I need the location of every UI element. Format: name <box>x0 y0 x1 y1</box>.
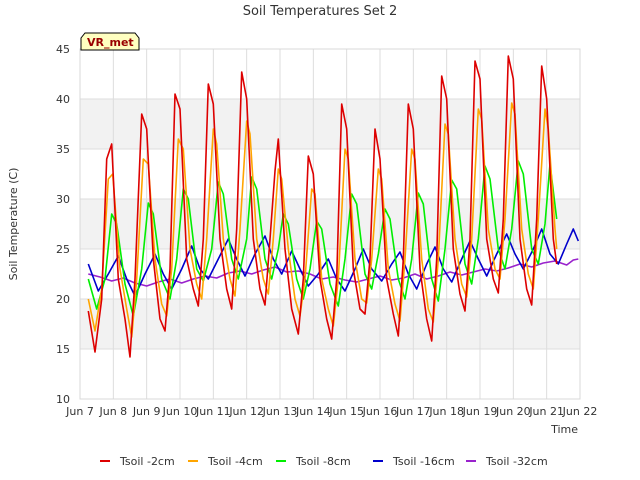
x-axis-label: Time <box>550 423 578 436</box>
x-tick-label: Jun 16 <box>362 405 398 418</box>
x-tick-label: Jun 20 <box>495 405 531 418</box>
x-tick-label: Jun 9 <box>132 405 161 418</box>
station-badge-label: VR_met <box>87 36 134 49</box>
y-axis-ticks: 10 15 20 25 30 35 40 45 <box>56 43 70 406</box>
y-tick-label: 30 <box>56 193 70 206</box>
y-tick-label: 10 <box>56 393 70 406</box>
y-tick-label: 15 <box>56 343 70 356</box>
plot-area <box>79 48 581 400</box>
x-tick-label: Jun 13 <box>262 405 298 418</box>
station-badge: VR_met <box>80 32 140 51</box>
legend-label: Tsoil -2cm <box>119 455 175 468</box>
x-tick-label: Jun 19 <box>462 405 498 418</box>
x-tick-label: Jun 17 <box>395 405 431 418</box>
background-band <box>80 99 580 149</box>
y-tick-label: 45 <box>56 43 70 56</box>
background-band <box>80 299 580 349</box>
series-line <box>87 55 558 358</box>
x-tick-label: Jun 21 <box>528 405 564 418</box>
y-tick-label: 40 <box>56 93 70 106</box>
chart-title: Soil Temperatures Set 2 <box>243 4 398 19</box>
x-tick-label: Jun 11 <box>195 405 231 418</box>
station-badge-box <box>80 32 140 51</box>
x-tick-label: Jun 18 <box>428 405 464 418</box>
x-tick-label: Jun 12 <box>228 405 264 418</box>
y-tick-label: 25 <box>56 243 70 256</box>
x-tick-label: Jun 22 <box>562 405 598 418</box>
legend: Tsoil -2cm Tsoil -4cm Tsoil -8cm Tsoil -16c… <box>100 455 548 468</box>
series-line <box>88 258 579 287</box>
legend-label: Tsoil -8cm <box>295 455 351 468</box>
y-tick-label: 20 <box>56 293 70 306</box>
series-line <box>87 160 558 317</box>
x-tick-label: Jun 14 <box>295 405 331 418</box>
x-tick-label: Jun 7 <box>65 405 94 418</box>
x-tick-label: Jun 8 <box>98 405 127 418</box>
legend-label: Tsoil -16cm <box>392 455 455 468</box>
x-tick-label: Jun 15 <box>328 405 364 418</box>
legend-label: Tsoil -4cm <box>207 455 263 468</box>
y-tick-label: 35 <box>56 143 70 156</box>
plot-background-bands <box>80 99 580 349</box>
series-lines <box>87 55 580 358</box>
legend-label: Tsoil -32cm <box>485 455 548 468</box>
x-tick-label: Jun 10 <box>162 405 198 418</box>
y-axis-label: Soil Temperature (C) <box>7 168 20 281</box>
